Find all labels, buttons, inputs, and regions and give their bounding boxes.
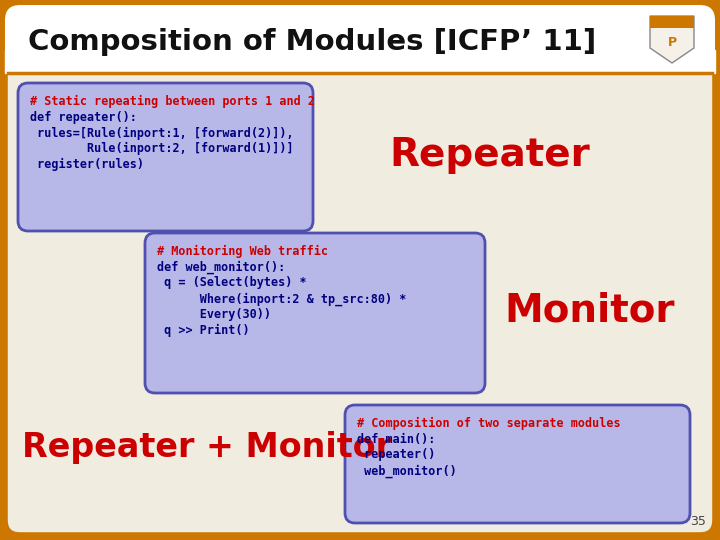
Text: # Composition of two separate modules: # Composition of two separate modules <box>357 417 621 430</box>
Text: P: P <box>667 36 677 49</box>
Text: repeater(): repeater() <box>357 448 436 462</box>
FancyBboxPatch shape <box>145 233 485 393</box>
Polygon shape <box>5 50 715 73</box>
Text: # Static repeating between ports 1 and 2: # Static repeating between ports 1 and 2 <box>30 95 315 108</box>
Text: def repeater():: def repeater(): <box>30 111 137 124</box>
Text: Where(inport:2 & tp_src:80) *: Where(inport:2 & tp_src:80) * <box>157 292 406 306</box>
FancyBboxPatch shape <box>345 405 690 523</box>
Text: web_monitor(): web_monitor() <box>357 464 456 477</box>
Text: def web_monitor():: def web_monitor(): <box>157 261 285 274</box>
FancyBboxPatch shape <box>5 5 715 73</box>
Text: Repeater + Monitor: Repeater + Monitor <box>22 431 392 464</box>
Text: Rule(inport:2, [forward(1)])]: Rule(inport:2, [forward(1)])] <box>30 142 294 156</box>
Text: # Monitoring Web traffic: # Monitoring Web traffic <box>157 245 328 258</box>
Text: register(rules): register(rules) <box>30 158 144 171</box>
Text: Composition of Modules [ICFP’ 11]: Composition of Modules [ICFP’ 11] <box>28 28 596 56</box>
FancyBboxPatch shape <box>5 5 715 535</box>
Polygon shape <box>650 16 694 63</box>
FancyBboxPatch shape <box>18 83 313 231</box>
Text: Every(30)): Every(30)) <box>157 308 271 321</box>
Text: q = (Select(bytes) *: q = (Select(bytes) * <box>157 276 307 289</box>
Polygon shape <box>650 16 694 28</box>
Text: Repeater: Repeater <box>390 136 590 174</box>
Text: def main():: def main(): <box>357 433 436 446</box>
Text: q >> Print(): q >> Print() <box>157 323 250 337</box>
Text: Monitor: Monitor <box>505 291 675 329</box>
Text: rules=[Rule(inport:1, [forward(2)]),: rules=[Rule(inport:1, [forward(2)]), <box>30 126 294 139</box>
Text: 35: 35 <box>690 515 706 528</box>
